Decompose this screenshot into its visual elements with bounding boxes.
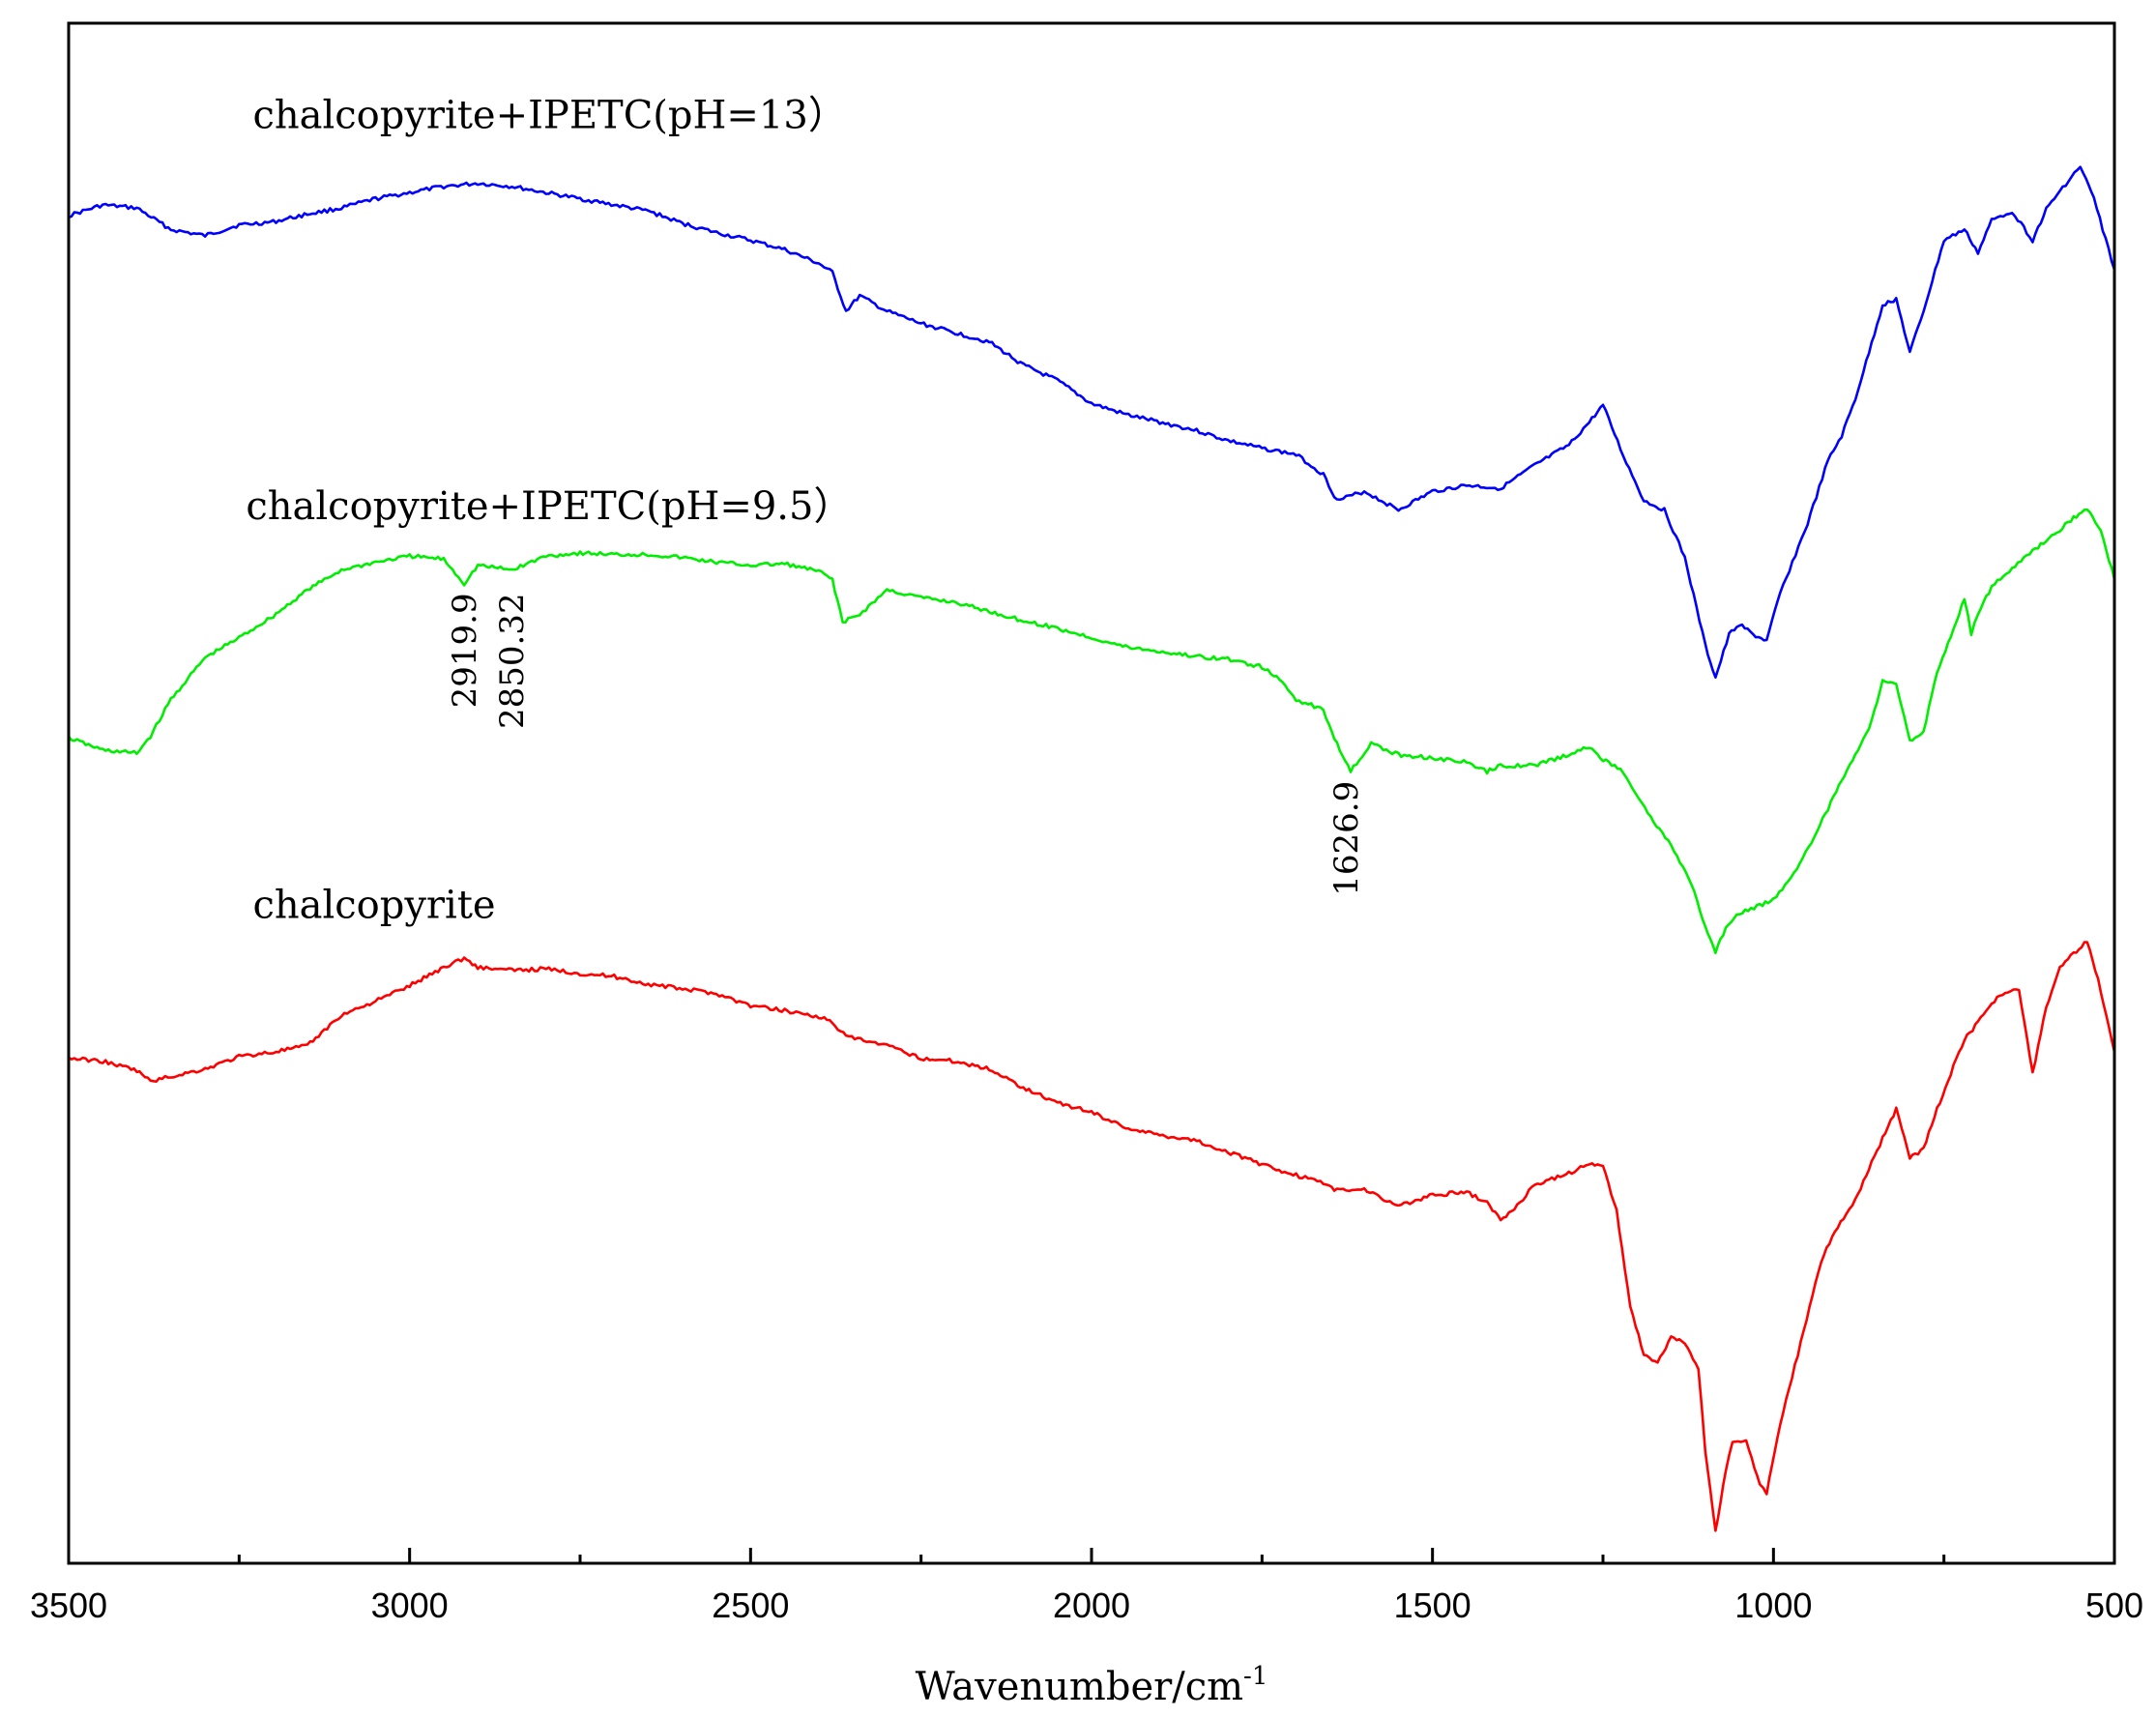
x-axis-title: Wavenumber/cm-1 bbox=[916, 1662, 1268, 1709]
x-tick-label-4: 1500 bbox=[1394, 1586, 1471, 1625]
series-label-0: chalcopyrite+IPETC(pH=13） bbox=[252, 93, 846, 137]
series-line-1 bbox=[67, 508, 2116, 954]
series-label-2: chalcopyrite bbox=[252, 884, 495, 928]
series-label-1: chalcopyrite+IPETC(pH=9.5） bbox=[246, 484, 852, 529]
x-tick-label-3: 2000 bbox=[1053, 1586, 1130, 1625]
peak-annotation-layer: 2919.9 2850.32 1626.9 bbox=[446, 593, 1366, 895]
x-axis-title-superscript: -1 bbox=[1243, 1662, 1267, 1691]
series-label-layer: chalcopyrite+IPETC(pH=13） chalcopyrite+IP… bbox=[246, 93, 852, 927]
x-axis-title-text: Wavenumber/cm bbox=[916, 1665, 1243, 1709]
series-layer bbox=[67, 165, 2116, 1532]
series-line-2 bbox=[68, 941, 2116, 1532]
x-tick-label-2: 2500 bbox=[712, 1586, 789, 1625]
x-axis-ticks: 3500 3000 2500 2000 1500 1000 500 bbox=[30, 1548, 2143, 1625]
peak-annotation-2: 1626.9 bbox=[1327, 781, 1366, 896]
x-tick-label-0: 3500 bbox=[30, 1586, 107, 1625]
peak-annotation-1: 2850.32 bbox=[493, 593, 532, 729]
plot-frame bbox=[67, 21, 2116, 1565]
series-line-0 bbox=[68, 165, 2116, 679]
x-tick-label-1: 3000 bbox=[371, 1586, 449, 1625]
x-tick-label-5: 1000 bbox=[1734, 1586, 1812, 1625]
peak-annotation-0: 2919.9 bbox=[446, 593, 484, 708]
x-tick-label-6: 500 bbox=[2085, 1586, 2143, 1625]
